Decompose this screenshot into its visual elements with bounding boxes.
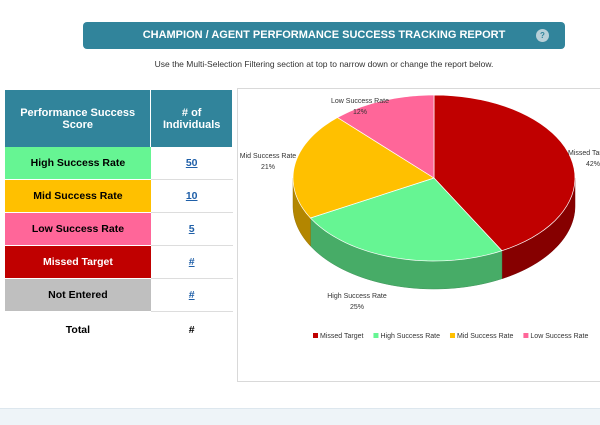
legend-swatch — [449, 333, 455, 338]
subtitle: Use the Multi-Selection Filtering sectio… — [154, 59, 494, 69]
total-value: # — [150, 311, 233, 349]
help-button[interactable]: ? — [536, 29, 549, 42]
footer-band — [0, 408, 600, 425]
row-label: Low Success Rate — [5, 212, 151, 246]
data-label-value: 21% — [261, 164, 275, 171]
table-row: Mid Success Rate 10 — [5, 179, 233, 213]
data-label-name: Missed Target — [568, 150, 600, 157]
data-label-name: Mid Success Rate — [240, 153, 297, 160]
total-row: Total # — [5, 311, 233, 349]
legend-label: Mid Success Rate — [457, 333, 514, 340]
legend-swatch — [313, 333, 318, 338]
data-label-name: Low Success Rate — [331, 98, 389, 105]
table-row: Low Success Rate 5 — [5, 212, 233, 246]
row-label: High Success Rate — [5, 147, 151, 180]
row-label: Not Entered — [5, 278, 151, 312]
pie-slice — [336, 94, 435, 179]
chart-panel — [237, 88, 600, 382]
column-header: # of Individuals — [150, 90, 233, 147]
legend-label: High Success Rate — [380, 333, 440, 340]
total-label: Total — [5, 311, 151, 349]
table-row: Missed Target # — [5, 245, 233, 279]
pie-slice — [309, 177, 503, 262]
count-link[interactable]: 5 — [150, 212, 233, 246]
count-link[interactable]: # — [150, 278, 233, 312]
legend-swatch — [373, 333, 379, 338]
count-link[interactable]: 50 — [150, 147, 233, 180]
data-label-value: 25% — [350, 304, 364, 311]
row-label: Mid Success Rate — [5, 179, 151, 213]
table-row: High Success Rate 50 — [5, 147, 233, 180]
data-label-value: 42% — [586, 161, 600, 168]
count-link[interactable]: 10 — [150, 179, 233, 213]
summary-table: Performance Success Score # of Individual… — [5, 90, 233, 349]
data-label-value: 12% — [353, 109, 367, 116]
title-bar: CHAMPION / AGENT PERFORMANCE SUCCESS TRA… — [83, 22, 565, 49]
pie-slice — [433, 94, 576, 252]
column-header: Performance Success Score — [5, 90, 152, 147]
data-label-name: High Success Rate — [327, 293, 387, 300]
pie-slice — [292, 117, 435, 219]
row-label: Missed Target — [5, 245, 151, 279]
legend-label: Missed Target — [320, 333, 364, 340]
count-link[interactable]: # — [150, 245, 233, 279]
title: CHAMPION / AGENT PERFORMANCE SUCCESS TRA… — [142, 29, 506, 41]
table-row: Not Entered # — [5, 278, 233, 312]
legend-swatch — [523, 333, 529, 338]
legend-label: Low Success Rate — [530, 333, 588, 340]
